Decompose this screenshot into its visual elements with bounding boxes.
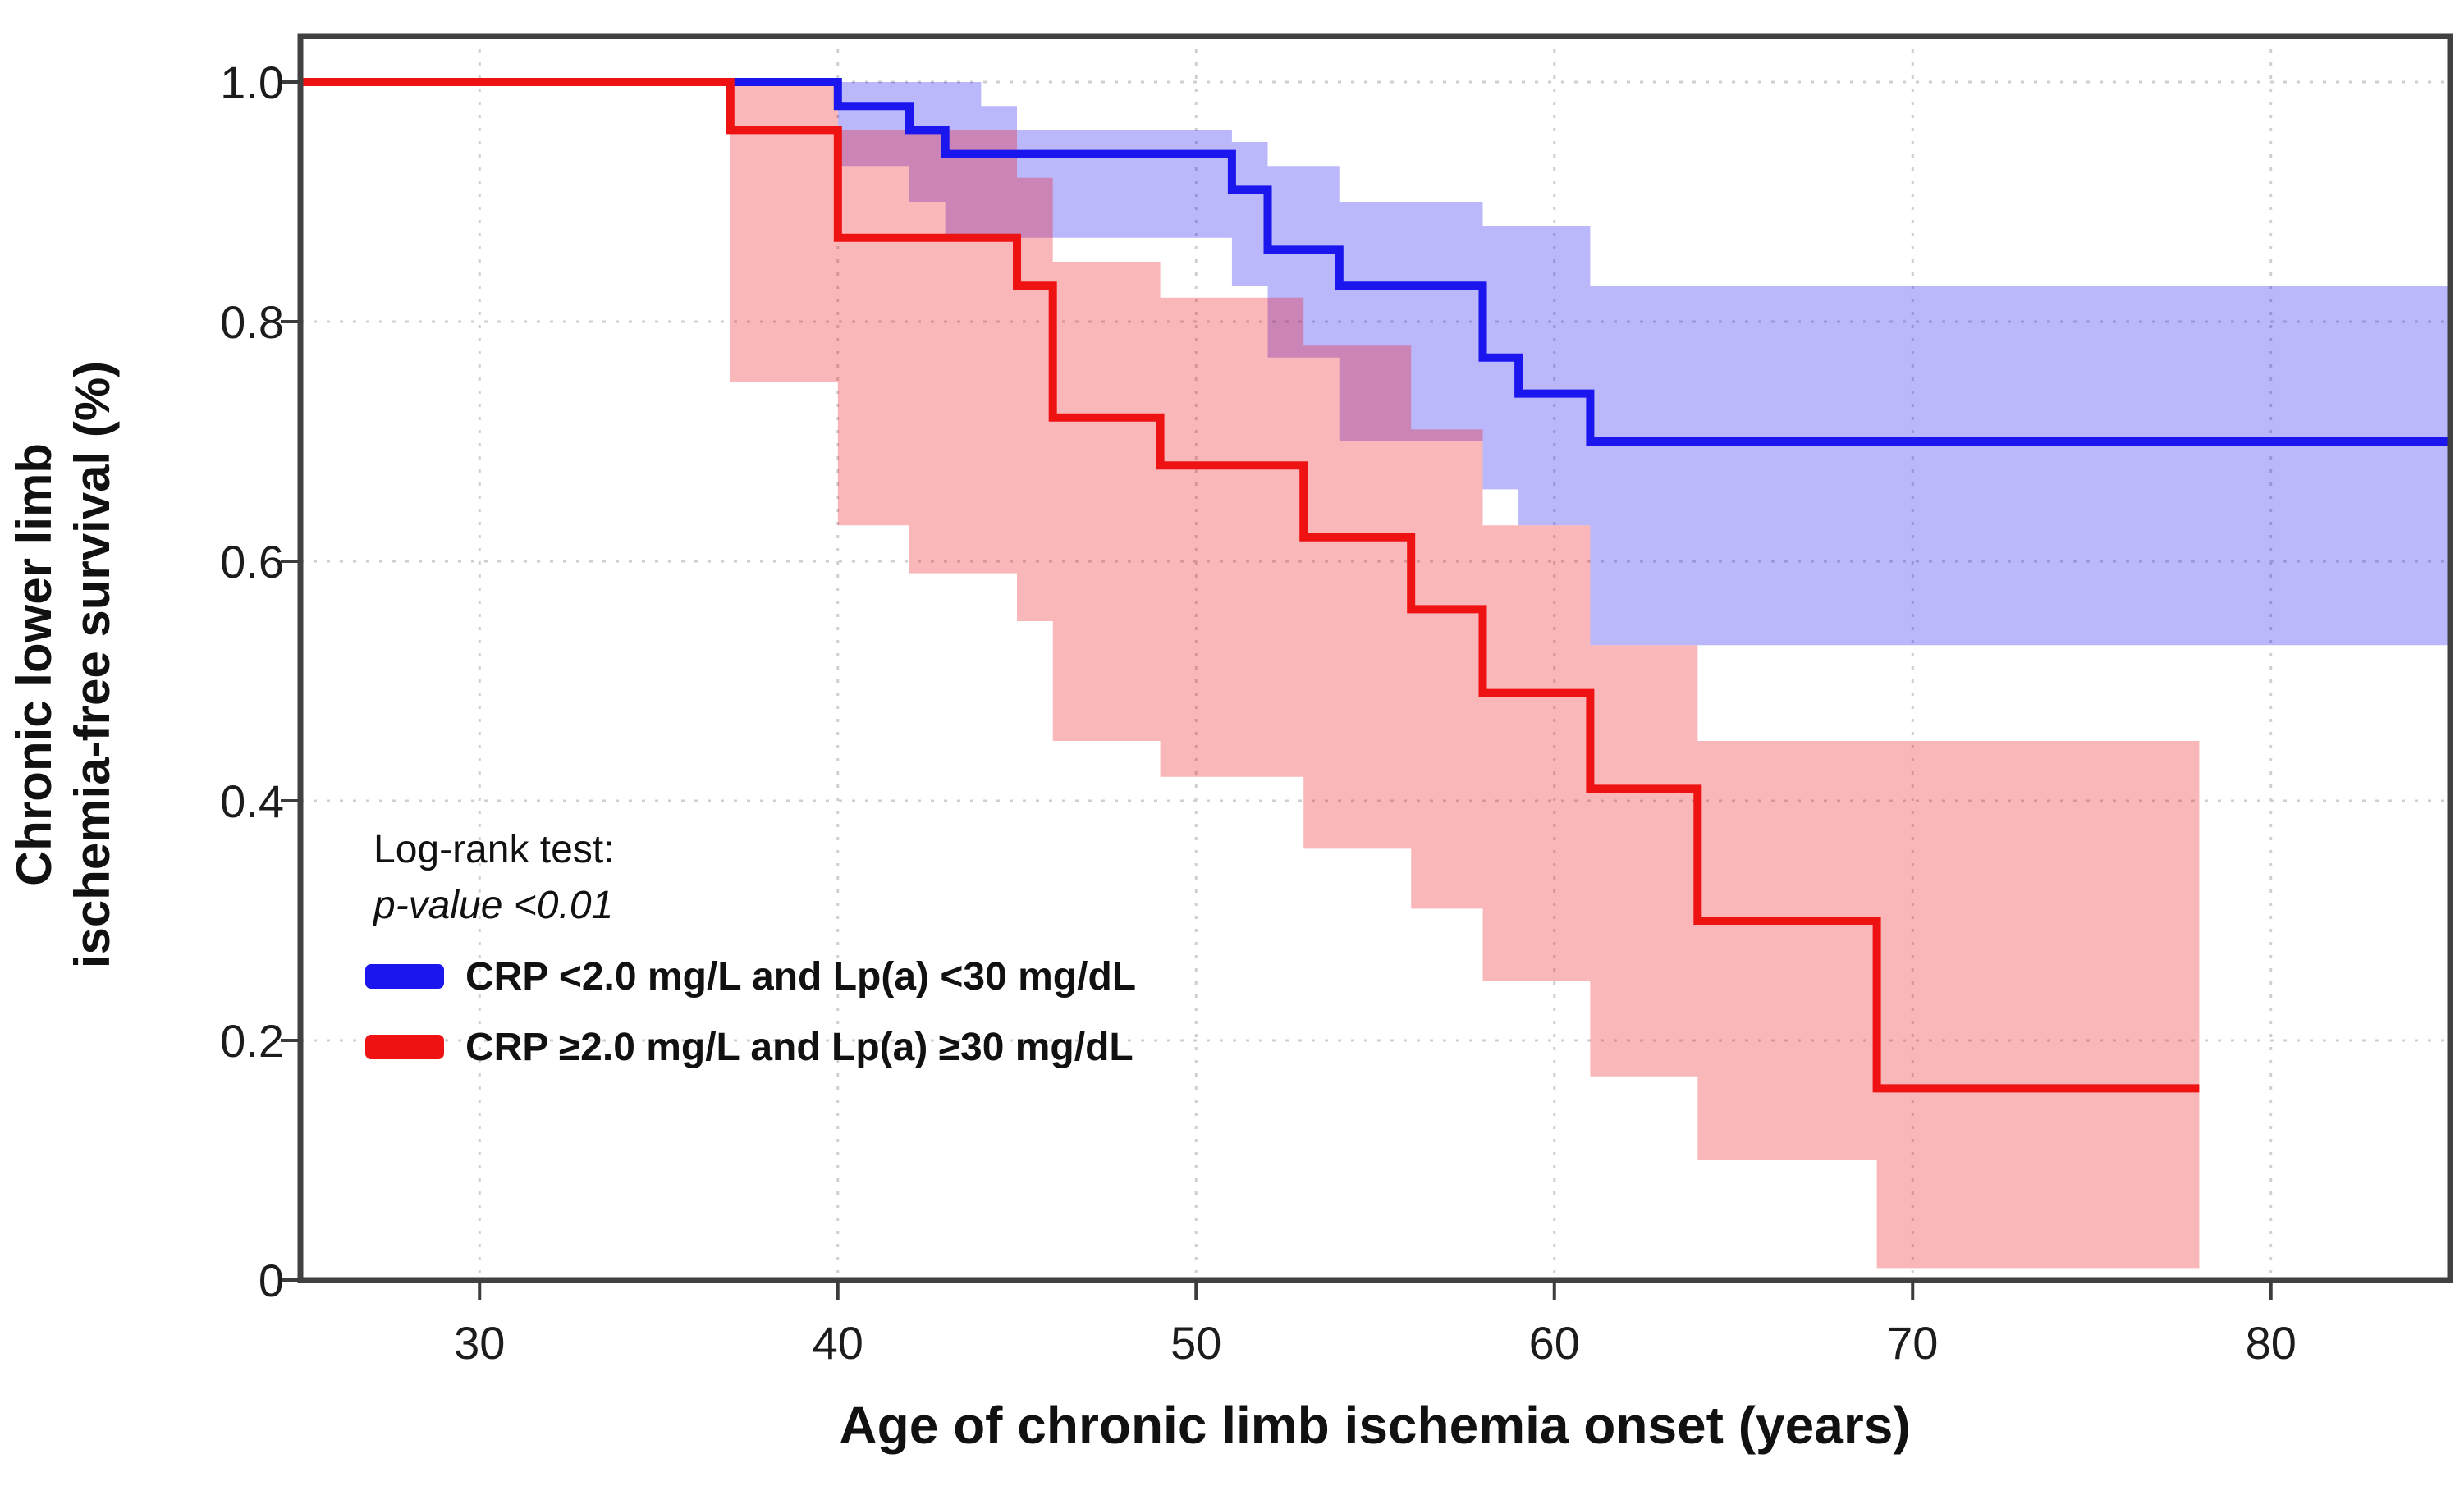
x-axis-title: Age of chronic limb ischemia onset (year… (839, 1396, 1911, 1455)
legend: CRP <2.0 mg/L and Lp(a) <30 mg/dL CRP ≥2… (365, 950, 1136, 1091)
legend-swatch-red (365, 1035, 444, 1059)
svg-text:0: 0 (259, 1255, 284, 1306)
svg-text:0.8: 0.8 (220, 296, 284, 348)
y-axis-title-line2: ischemia-free survival (%) (65, 360, 120, 969)
svg-text:0.2: 0.2 (220, 1015, 284, 1067)
svg-text:0.6: 0.6 (220, 536, 284, 588)
legend-item-high-crp: CRP ≥2.0 mg/L and Lp(a) ≥30 mg/dL (365, 1021, 1136, 1073)
legend-label-low-crp: CRP <2.0 mg/L and Lp(a) <30 mg/dL (465, 954, 1137, 999)
svg-text:80: 80 (2246, 1317, 2297, 1369)
svg-text:0.4: 0.4 (220, 775, 284, 827)
legend-item-low-crp: CRP <2.0 mg/L and Lp(a) <30 mg/dL (365, 950, 1136, 1003)
logrank-test-label: Log-rank test: (373, 828, 615, 871)
svg-text:70: 70 (1887, 1317, 1938, 1369)
logrank-annotation: Log-rank test: p-value <0.01 (373, 822, 614, 934)
svg-text:40: 40 (813, 1317, 863, 1369)
y-axis-title: Chronic lower limb ischemia-free surviva… (6, 361, 122, 968)
p-value-label: p-value <0.01 (373, 884, 614, 928)
svg-text:50: 50 (1170, 1317, 1221, 1369)
legend-swatch-blue (365, 964, 444, 989)
svg-text:30: 30 (454, 1317, 505, 1369)
svg-text:60: 60 (1529, 1317, 1580, 1369)
svg-text:1.0: 1.0 (220, 57, 284, 108)
y-axis-title-line1: Chronic lower limb (7, 442, 62, 887)
legend-label-high-crp: CRP ≥2.0 mg/L and Lp(a) ≥30 mg/dL (465, 1025, 1134, 1069)
